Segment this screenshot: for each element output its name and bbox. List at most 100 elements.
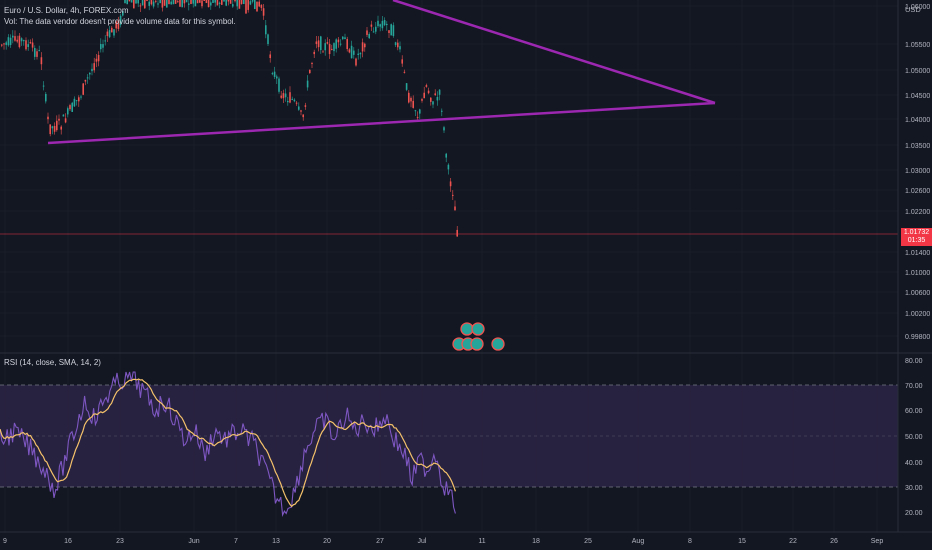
- candle[interactable]: [161, 0, 164, 12]
- candle[interactable]: [194, 0, 197, 7]
- candle[interactable]: [133, 0, 135, 9]
- candle[interactable]: [300, 109, 302, 116]
- candle[interactable]: [364, 42, 366, 52]
- candle[interactable]: [126, 0, 128, 5]
- candle[interactable]: [177, 0, 179, 3]
- candle[interactable]: [245, 0, 247, 14]
- candle[interactable]: [443, 125, 445, 133]
- candle[interactable]: [249, 0, 252, 6]
- candle[interactable]: [221, 0, 223, 5]
- candle[interactable]: [425, 83, 428, 88]
- candle[interactable]: [348, 48, 351, 54]
- candle[interactable]: [454, 200, 456, 211]
- candle[interactable]: [436, 91, 439, 106]
- candle[interactable]: [397, 39, 399, 51]
- trendline-upper[interactable]: [392, 0, 716, 105]
- candle[interactable]: [111, 25, 113, 33]
- candle[interactable]: [401, 55, 403, 67]
- candle[interactable]: [71, 101, 73, 112]
- candle[interactable]: [375, 21, 377, 35]
- candle[interactable]: [377, 15, 379, 28]
- candle[interactable]: [45, 92, 47, 104]
- candle[interactable]: [172, 0, 175, 5]
- candle[interactable]: [212, 0, 214, 3]
- candle[interactable]: [335, 38, 337, 53]
- candle[interactable]: [69, 103, 71, 111]
- candle[interactable]: [278, 76, 280, 94]
- candle[interactable]: [179, 0, 181, 7]
- candle[interactable]: [207, 0, 210, 8]
- candle[interactable]: [62, 114, 65, 117]
- candle[interactable]: [192, 0, 194, 8]
- candle[interactable]: [29, 39, 32, 44]
- candle[interactable]: [67, 106, 69, 118]
- candle[interactable]: [238, 0, 241, 9]
- candle[interactable]: [337, 37, 340, 48]
- candle[interactable]: [225, 0, 227, 7]
- candle[interactable]: [240, 0, 243, 5]
- candle[interactable]: [146, 0, 148, 2]
- candle[interactable]: [75, 100, 78, 106]
- candle[interactable]: [214, 0, 216, 7]
- candle[interactable]: [234, 0, 236, 3]
- candle[interactable]: [86, 74, 89, 84]
- event-dividend-icon[interactable]: [470, 337, 484, 351]
- events-layer[interactable]: [452, 322, 505, 351]
- candle[interactable]: [430, 97, 432, 106]
- event-earnings-icon[interactable]: [471, 322, 485, 336]
- candle[interactable]: [302, 114, 304, 121]
- candle[interactable]: [344, 33, 346, 40]
- candle[interactable]: [210, 0, 212, 10]
- candle[interactable]: [159, 0, 161, 4]
- candle[interactable]: [232, 0, 234, 8]
- candle[interactable]: [262, 3, 265, 20]
- candle[interactable]: [370, 20, 373, 32]
- candle[interactable]: [130, 0, 133, 3]
- candle[interactable]: [3, 42, 5, 50]
- candle[interactable]: [289, 86, 291, 104]
- candle[interactable]: [355, 57, 357, 67]
- candle[interactable]: [106, 28, 109, 42]
- candle[interactable]: [408, 90, 410, 104]
- candle[interactable]: [89, 72, 91, 80]
- candle[interactable]: [247, 0, 249, 13]
- candle[interactable]: [438, 89, 441, 101]
- candle[interactable]: [229, 0, 232, 4]
- candle[interactable]: [108, 26, 111, 39]
- candle[interactable]: [199, 0, 201, 3]
- candle[interactable]: [91, 63, 93, 76]
- candle[interactable]: [254, 0, 256, 10]
- candle[interactable]: [256, 1, 258, 12]
- candle[interactable]: [188, 0, 190, 11]
- candle[interactable]: [227, 0, 230, 6]
- candle[interactable]: [317, 36, 320, 52]
- candle[interactable]: [359, 52, 362, 59]
- candle[interactable]: [183, 0, 186, 8]
- candle[interactable]: [412, 95, 414, 109]
- candle[interactable]: [56, 115, 58, 132]
- candle[interactable]: [315, 36, 318, 49]
- candle[interactable]: [445, 152, 447, 163]
- candle[interactable]: [416, 111, 419, 120]
- candle[interactable]: [326, 37, 329, 45]
- candle[interactable]: [73, 96, 76, 107]
- time-axis[interactable]: 9 16 23 Jun 7 13 20 27 Jul 11 18 25 Aug 8 15 22 26 Sep: [3, 538, 883, 545]
- candle[interactable]: [218, 1, 221, 9]
- candle[interactable]: [251, 0, 254, 4]
- candle[interactable]: [205, 0, 208, 4]
- candle[interactable]: [361, 38, 364, 58]
- candle[interactable]: [148, 0, 150, 11]
- candle[interactable]: [51, 125, 54, 135]
- candle[interactable]: [1, 43, 3, 48]
- candle[interactable]: [170, 0, 172, 5]
- candle[interactable]: [203, 0, 205, 1]
- candle[interactable]: [18, 33, 21, 49]
- candle[interactable]: [16, 35, 18, 44]
- candle[interactable]: [394, 41, 397, 47]
- candle[interactable]: [265, 19, 267, 39]
- candle[interactable]: [295, 101, 298, 106]
- candle[interactable]: [366, 26, 368, 37]
- candle[interactable]: [7, 34, 10, 47]
- candle[interactable]: [166, 0, 168, 8]
